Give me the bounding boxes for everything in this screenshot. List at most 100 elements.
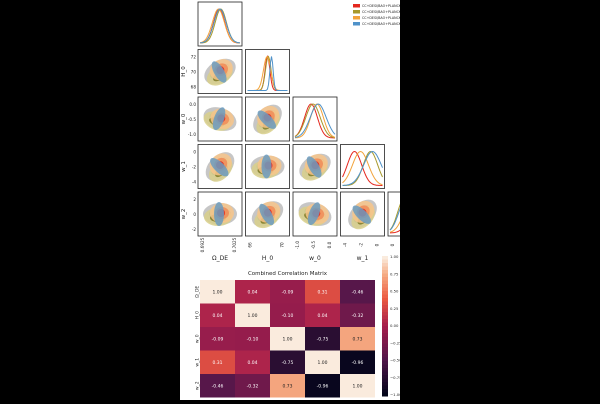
x-tick-Ω_DE: 0.6925 (200, 237, 205, 252)
heatmap-cell (305, 350, 340, 374)
corner-panel-2-0 (197, 96, 243, 142)
colorbar-segment (382, 364, 388, 369)
colorbar-segment (382, 308, 388, 313)
y-axis-label-H_0: H_0 (181, 66, 187, 77)
legend-label-0: CC+DESI/BAO+PLANCK+PPL-CPL (362, 4, 400, 8)
heatmap-cell-label: -0.46 (212, 384, 224, 390)
heatmap-cell-label: 1.00 (317, 360, 327, 366)
corner-panel-4-1 (245, 191, 290, 237)
contour-7 (211, 61, 227, 83)
heatmap-cell-label: 0.31 (317, 290, 327, 296)
colorbar-segment (382, 361, 388, 365)
heatmap-cell (340, 327, 375, 351)
legend-label-2: CC+DESI/BAO+PLANCK+PPL-FNSR (362, 16, 400, 20)
colorbar-segment (382, 259, 388, 264)
colorbar-segment (382, 382, 388, 386)
heatmap-cell-label: -0.75 (282, 360, 294, 366)
x-tick-w_0: 0.0 (327, 241, 332, 248)
colorbar-segment (382, 333, 388, 337)
colorbar-segment (382, 385, 388, 390)
heatmap-cell (305, 280, 340, 304)
y-tick-w_1: 0 (193, 150, 196, 155)
corner-panel-3-2 (292, 144, 338, 189)
heatmap-cell (200, 327, 235, 351)
colorbar-segment (382, 280, 388, 285)
heatmap-cell-label: 0.31 (212, 360, 222, 366)
colorbar-segment (382, 277, 388, 281)
x-axis-label-Ω_DE: Ω_DE (212, 255, 228, 262)
heatmap-cell-label: 1.00 (212, 290, 222, 296)
colorbar-segment (382, 350, 388, 355)
colorbar-segment (382, 347, 388, 351)
heatmap-cell-label: -0.10 (247, 337, 259, 343)
corner-panel-1-0 (197, 49, 243, 94)
colorbar-segment (382, 284, 388, 288)
heatmap-cell (200, 374, 235, 398)
legend-swatch-0 (353, 4, 360, 8)
corner-panel-2-1 (245, 96, 290, 142)
heatmap-cell-label: -0.09 (282, 290, 294, 296)
colorbar-segment (382, 322, 388, 327)
heatmap-y-label: w_0 (195, 334, 201, 343)
colorbar-segment (382, 266, 388, 271)
colorbar-segment (382, 319, 388, 323)
marginal-curve-2 (294, 103, 336, 139)
contour-7 (259, 203, 275, 226)
colorbar-segment (382, 329, 388, 334)
heatmap-cell-label: 0.04 (247, 290, 257, 296)
heatmap-cell-label: -0.09 (212, 337, 224, 343)
corner-panel-4-4 (387, 191, 433, 237)
heatmap-cell (270, 327, 305, 351)
figure-svg: 0.6925 0.7025 Ω_DE 66 70 H_0 -1.0 -0.5 0.0 w_0 -4 -… (181, 1, 433, 404)
heatmap-cell (235, 280, 270, 304)
corner-panel-3-1 (245, 144, 290, 189)
heatmap-cell-label: 0.73 (282, 384, 292, 390)
x-tick-Ω_DE: 0.7025 (232, 237, 237, 252)
colorbar-tick: 0.50 (390, 289, 399, 294)
y-tick-H_0: 72 (191, 55, 197, 60)
contour-7 (210, 158, 229, 177)
colorbar-segment (382, 287, 388, 292)
colorbar-segment (382, 368, 388, 372)
corner-panel-4-2 (292, 191, 338, 237)
legend-swatch-3 (353, 22, 360, 26)
colorbar-tick: 0.25 (390, 306, 399, 311)
heatmap-cell-label: 1.00 (247, 313, 257, 319)
x-axis-label-w_1: w_1 (357, 255, 369, 262)
heatmap-cell-label: 1.00 (352, 384, 362, 390)
y-tick-w_2: -2 (192, 227, 197, 232)
heatmap-cell-label: 0.73 (352, 337, 362, 343)
colorbar-segment (382, 273, 388, 278)
y-tick-w_0: -1.0 (188, 132, 197, 137)
corner-panel-4-3 (340, 191, 385, 237)
heatmap-cell (305, 374, 340, 398)
contour-7 (306, 156, 322, 178)
y-tick-w_0: 0.0 (189, 102, 196, 107)
colorbar-segment (382, 270, 388, 274)
colorbar-segment (382, 357, 388, 362)
x-tick-w_1: -4 (343, 243, 348, 248)
heatmap-cell (270, 350, 305, 374)
heatmap-title: Combined Correlation Matrix (248, 271, 328, 277)
contour-7 (257, 110, 276, 129)
colorbar-segment (382, 340, 388, 344)
y-axis-label-w_2: w_2 (181, 209, 187, 220)
corner-panel-1-1 (245, 49, 290, 94)
colorbar-segment (382, 298, 388, 302)
colorbar-tick: −0.75 (390, 375, 400, 380)
y-tick-w_1: -2 (192, 165, 197, 170)
colorbar-tick: −1.00 (390, 392, 400, 397)
heatmap-cell (340, 280, 375, 304)
x-axis-label-H_0: H_0 (262, 255, 274, 262)
heatmap-cell-label: 0.04 (247, 360, 257, 366)
x-tick-w_0: -1.0 (295, 241, 300, 250)
marginal-curve-3 (199, 8, 241, 44)
heatmap-cell (270, 280, 305, 304)
heatmap-cell (235, 327, 270, 351)
heatmap-cell-label: -0.75 (317, 337, 329, 343)
colorbar-tick: 0.00 (390, 323, 399, 328)
x-tick-H_0: 66 (248, 242, 253, 248)
figure: 0.6925 0.7025 Ω_DE 66 70 H_0 -1.0 -0.5 0.0 w_0 -4 -… (180, 0, 433, 404)
colorbar-tick: 0.75 (390, 271, 399, 276)
heatmap-cell (200, 280, 235, 304)
